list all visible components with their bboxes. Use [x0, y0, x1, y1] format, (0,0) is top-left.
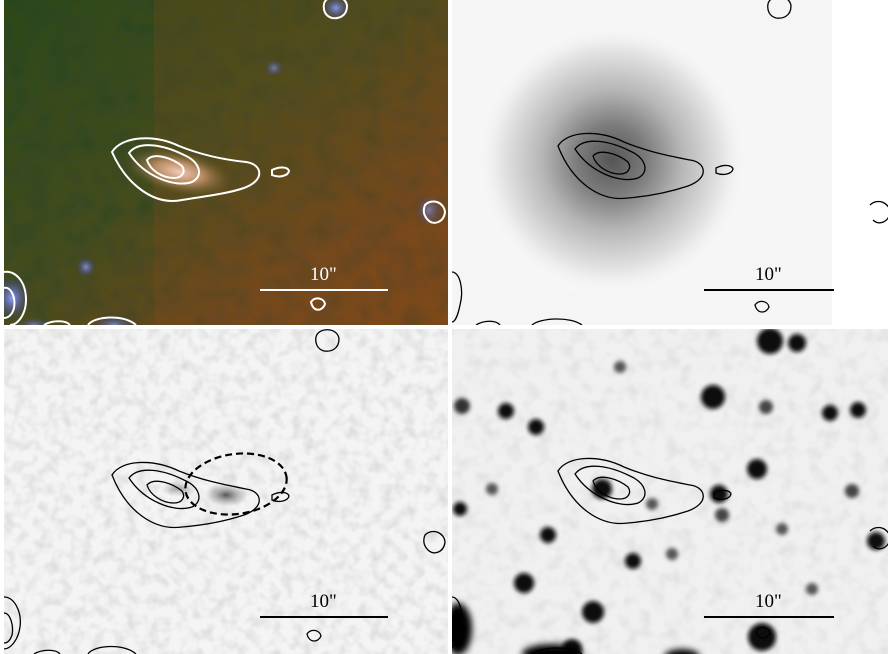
scale-label: 10"	[755, 264, 782, 285]
contours	[452, 457, 888, 654]
faint-source	[204, 483, 248, 507]
scale-label: 10"	[755, 591, 782, 612]
starfield-image	[452, 329, 888, 654]
noisy-image	[4, 329, 448, 654]
dashed-aperture	[184, 452, 288, 516]
contours	[4, 329, 446, 654]
contours	[452, 0, 888, 325]
scale-label: 10"	[310, 264, 337, 285]
blurred-source	[452, 0, 810, 325]
panel-grayscale-noisy: 10"	[4, 329, 448, 654]
contours	[4, 0, 447, 325]
scale-label: 10"	[310, 591, 337, 612]
panel-grayscale-smooth: 10"	[452, 0, 888, 325]
central-source	[125, 147, 233, 197]
panel-grayscale-stars: 10"	[452, 329, 888, 654]
rgb-image	[4, 0, 448, 325]
grayscale-image	[452, 0, 888, 325]
panel-rgb-composite: 10"	[4, 0, 448, 325]
